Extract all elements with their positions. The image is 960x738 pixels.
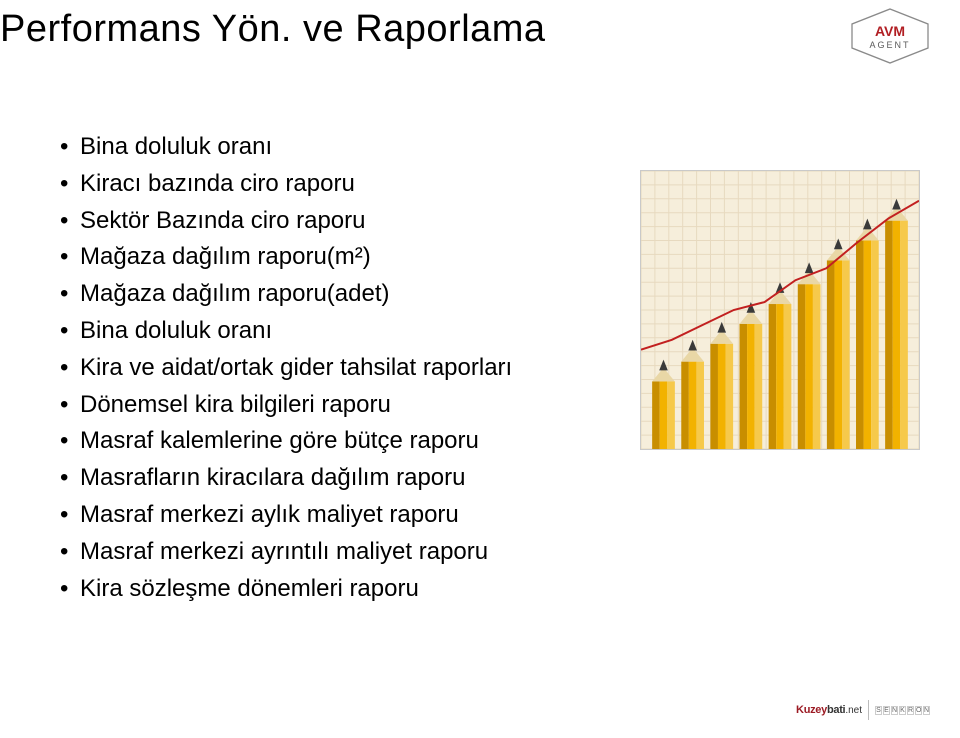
list-item: Masrafların kiracılara dağılım raporu <box>60 461 580 496</box>
senkron-letter: R <box>907 706 914 715</box>
senkron-letter: K <box>899 706 906 715</box>
footer-bati-text: bati <box>827 704 845 716</box>
bullet-list: Bina doluluk oranı Kiracı bazında ciro r… <box>60 130 580 608</box>
pencil-chart-illustration <box>640 170 920 450</box>
footer-separator <box>868 700 869 720</box>
senkron-letter: N <box>923 706 930 715</box>
slide: Performans Yön. ve Raporlama AVM AGENT B… <box>0 0 960 738</box>
page-title: Performans Yön. ve Raporlama <box>0 8 546 51</box>
avmagent-logo: AVM AGENT <box>840 6 940 66</box>
footer-senkron-logo: S E N K R O N <box>875 706 930 715</box>
list-item: Kira ve aidat/ortak gider tahsilat rapor… <box>60 351 580 386</box>
footer-kuzey-text: Kuzey <box>796 704 827 716</box>
senkron-letter: E <box>883 706 890 715</box>
footer-kuzeybati: Kuzeybati.net <box>796 704 862 716</box>
footer-logo-block: Kuzeybati.net S E N K R O N <box>796 700 930 720</box>
senkron-letter: N <box>891 706 898 715</box>
list-item: Dönemsel kira bilgileri raporu <box>60 388 580 423</box>
list-item: Mağaza dağılım raporu(adet) <box>60 277 580 312</box>
list-item: Mağaza dağılım raporu(m²) <box>60 240 580 275</box>
senkron-letter: S <box>875 706 882 715</box>
list-item: Masraf kalemlerine göre bütçe raporu <box>60 424 580 459</box>
list-item: Sektör Bazında ciro raporu <box>60 204 580 239</box>
list-item: Bina doluluk oranı <box>60 314 580 349</box>
list-item: Masraf merkezi aylık maliyet raporu <box>60 498 580 533</box>
logo-avm-text: AVM <box>875 23 905 39</box>
senkron-letter: O <box>915 706 922 715</box>
list-item: Kira sözleşme dönemleri raporu <box>60 572 580 607</box>
list-item: Kiracı bazında ciro raporu <box>60 167 580 202</box>
logo-agent-text: AGENT <box>869 40 910 50</box>
list-item: Masraf merkezi ayrıntılı maliyet raporu <box>60 535 580 570</box>
list-item: Bina doluluk oranı <box>60 130 580 165</box>
footer-net-text: .net <box>845 705 862 716</box>
